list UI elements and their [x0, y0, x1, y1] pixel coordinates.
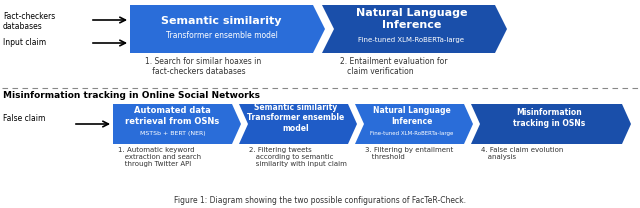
Text: 4. False claim evolution
   analysis: 4. False claim evolution analysis: [481, 147, 563, 160]
Text: Natural Language
Inference: Natural Language Inference: [373, 106, 451, 126]
Text: Semantic similarity
Transformer ensemble
model: Semantic similarity Transformer ensemble…: [247, 103, 344, 133]
Text: Fact-checkers
databases: Fact-checkers databases: [3, 12, 55, 31]
Text: 2. Entailment evaluation for
   claim verification: 2. Entailment evaluation for claim verif…: [340, 57, 447, 76]
Text: 1. Automatic keyword
   extraction and search
   through Twitter API: 1. Automatic keyword extraction and sear…: [118, 147, 201, 167]
Text: Fine-tuned XLM-RoBERTa-large: Fine-tuned XLM-RoBERTa-large: [370, 130, 453, 135]
Text: Semantic similarity: Semantic similarity: [161, 16, 282, 26]
Polygon shape: [471, 104, 631, 144]
Text: 2. Filtering tweets
   according to semantic
   similarity with input claim: 2. Filtering tweets according to semanti…: [249, 147, 347, 167]
Text: Natural Language
Inference: Natural Language Inference: [356, 8, 467, 30]
Text: 1. Search for similar hoaxes in
   fact-checkers databases: 1. Search for similar hoaxes in fact-che…: [145, 57, 261, 76]
Text: Fine-tuned XLM-RoBERTa-large: Fine-tuned XLM-RoBERTa-large: [358, 37, 465, 43]
Text: Transformer ensemble model: Transformer ensemble model: [166, 31, 277, 41]
Text: Figure 1: Diagram showing the two possible configurations of FacTeR-Check.: Figure 1: Diagram showing the two possib…: [174, 196, 466, 205]
Text: MSTSb + BERT (NER): MSTSb + BERT (NER): [140, 131, 205, 136]
Text: Input claim: Input claim: [3, 38, 46, 47]
Text: Misinformation
tracking in OSNs: Misinformation tracking in OSNs: [513, 108, 585, 128]
Text: 3. Filtering by entailment
   threshold: 3. Filtering by entailment threshold: [365, 147, 453, 160]
Polygon shape: [239, 104, 357, 144]
Text: False claim: False claim: [3, 114, 45, 123]
Text: Misinformation tracking in Online Social Networks: Misinformation tracking in Online Social…: [3, 91, 260, 100]
Text: Automated data
retrieval from OSNs: Automated data retrieval from OSNs: [125, 106, 220, 126]
Polygon shape: [130, 5, 325, 53]
Polygon shape: [322, 5, 507, 53]
Polygon shape: [355, 104, 473, 144]
Polygon shape: [113, 104, 241, 144]
